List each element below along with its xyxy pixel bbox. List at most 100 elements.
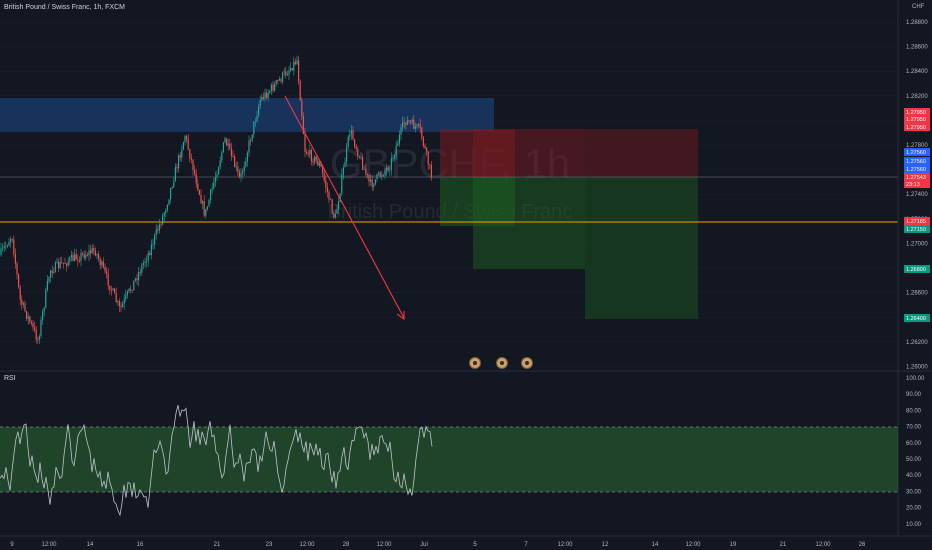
rsi-tick-label: 20.00 bbox=[906, 506, 922, 512]
stop-zone-2[interactable] bbox=[473, 129, 585, 177]
time-tick-label: 12 bbox=[602, 542, 609, 548]
candle-body bbox=[59, 262, 61, 269]
candle-body bbox=[32, 323, 34, 328]
candle-body bbox=[8, 242, 10, 246]
candle-body bbox=[3, 246, 5, 248]
candle-body bbox=[125, 294, 127, 299]
candle-body bbox=[299, 81, 301, 101]
candle-body bbox=[310, 150, 312, 162]
candle-body bbox=[283, 71, 285, 73]
candle-body bbox=[186, 136, 188, 139]
price-marker[interactable] bbox=[904, 173, 930, 181]
candle-body bbox=[259, 100, 261, 107]
candle-body bbox=[2, 247, 4, 249]
candle-body bbox=[211, 187, 213, 190]
candle-body bbox=[128, 288, 130, 292]
candle-body bbox=[381, 175, 383, 177]
candle-body bbox=[229, 143, 231, 149]
candle-body bbox=[222, 142, 224, 153]
resistance-zone[interactable] bbox=[0, 98, 494, 132]
price-marker-label: 1.26800 bbox=[906, 267, 926, 273]
time-tick-label: 14 bbox=[87, 542, 94, 548]
stop-zone-3[interactable] bbox=[585, 129, 698, 177]
target-zone-2[interactable] bbox=[473, 177, 585, 269]
candle-body bbox=[149, 252, 151, 256]
price-marker[interactable] bbox=[904, 123, 930, 131]
candle-body bbox=[61, 262, 63, 264]
candle-body bbox=[248, 140, 250, 153]
price-marker[interactable] bbox=[904, 314, 930, 322]
time-tick-label: 14 bbox=[652, 542, 659, 548]
time-tick-label: 12:00 bbox=[376, 542, 392, 548]
currency-label[interactable]: CHF bbox=[912, 4, 925, 10]
candle-body bbox=[387, 167, 389, 171]
candle-body bbox=[35, 329, 37, 340]
candle-body bbox=[195, 173, 197, 184]
candle-body bbox=[189, 149, 191, 159]
price-marker[interactable] bbox=[904, 225, 930, 233]
candle-body bbox=[136, 278, 138, 281]
price-marker-label: 1.27185 bbox=[906, 219, 926, 225]
price-marker[interactable] bbox=[904, 115, 930, 123]
event-icon[interactable] bbox=[496, 357, 508, 369]
price-tick-label: 1.28600 bbox=[906, 45, 928, 51]
candle-body bbox=[408, 120, 410, 122]
candle-body bbox=[216, 174, 218, 178]
candle-body bbox=[238, 171, 240, 177]
candle-body bbox=[78, 260, 80, 262]
candle-body bbox=[93, 248, 95, 251]
projection-arrow[interactable] bbox=[284, 95, 405, 319]
candle-body bbox=[245, 161, 247, 167]
event-icon[interactable] bbox=[521, 357, 533, 369]
candle-body bbox=[214, 177, 216, 183]
time-axis: 9 12:00 14 16 21 23 12:00 28 12:00 Jul 5 7 12:00 12 14… bbox=[10, 542, 866, 548]
time-tick-label: 9 bbox=[10, 542, 14, 548]
candle-body bbox=[285, 71, 287, 76]
candle-body bbox=[21, 299, 23, 305]
candle-body bbox=[382, 175, 384, 177]
candle-body bbox=[166, 204, 168, 211]
candle-body bbox=[232, 156, 234, 157]
candle-body bbox=[293, 61, 295, 71]
candle-body bbox=[349, 133, 351, 137]
candle-body bbox=[130, 288, 132, 291]
event-icon[interactable] bbox=[469, 357, 481, 369]
candle-body bbox=[318, 162, 320, 166]
price-marker[interactable] bbox=[904, 165, 930, 173]
candle-body bbox=[258, 106, 260, 116]
candle-body bbox=[282, 72, 284, 82]
target-zone-3[interactable] bbox=[585, 177, 698, 319]
candle-body bbox=[322, 166, 324, 174]
rsi-label[interactable]: RSI bbox=[4, 375, 16, 382]
candle-body bbox=[187, 138, 189, 150]
candle-body bbox=[374, 179, 376, 185]
candle-body bbox=[24, 303, 26, 312]
candle-body bbox=[373, 184, 375, 187]
candle-body bbox=[154, 234, 156, 245]
candle-body bbox=[54, 262, 56, 273]
candle-body bbox=[358, 156, 360, 158]
price-marker[interactable] bbox=[904, 148, 930, 156]
candle-body bbox=[67, 261, 69, 266]
candle-body bbox=[53, 272, 55, 273]
symbol-title[interactable]: British Pound / Swiss Franc, 1h, FXCM bbox=[4, 4, 125, 11]
candle-body bbox=[426, 148, 428, 152]
candle-body bbox=[213, 182, 215, 188]
candle-body bbox=[112, 288, 114, 291]
candle-body bbox=[42, 311, 44, 321]
price-marker[interactable] bbox=[904, 157, 930, 165]
candle-body bbox=[427, 151, 429, 165]
candle-body bbox=[202, 201, 204, 204]
price-marker[interactable] bbox=[904, 217, 930, 225]
price-marker[interactable] bbox=[904, 108, 930, 116]
price-marker[interactable] bbox=[904, 180, 930, 188]
price-marker[interactable] bbox=[904, 265, 930, 273]
candle-body bbox=[221, 152, 223, 161]
candle-body bbox=[371, 179, 373, 187]
candle-body bbox=[198, 190, 200, 195]
candle-body bbox=[302, 116, 304, 134]
candle-body bbox=[176, 167, 178, 169]
candle-body bbox=[266, 92, 268, 98]
